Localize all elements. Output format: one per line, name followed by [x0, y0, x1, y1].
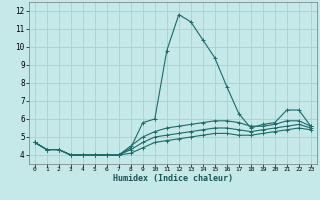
X-axis label: Humidex (Indice chaleur): Humidex (Indice chaleur) [113, 174, 233, 183]
